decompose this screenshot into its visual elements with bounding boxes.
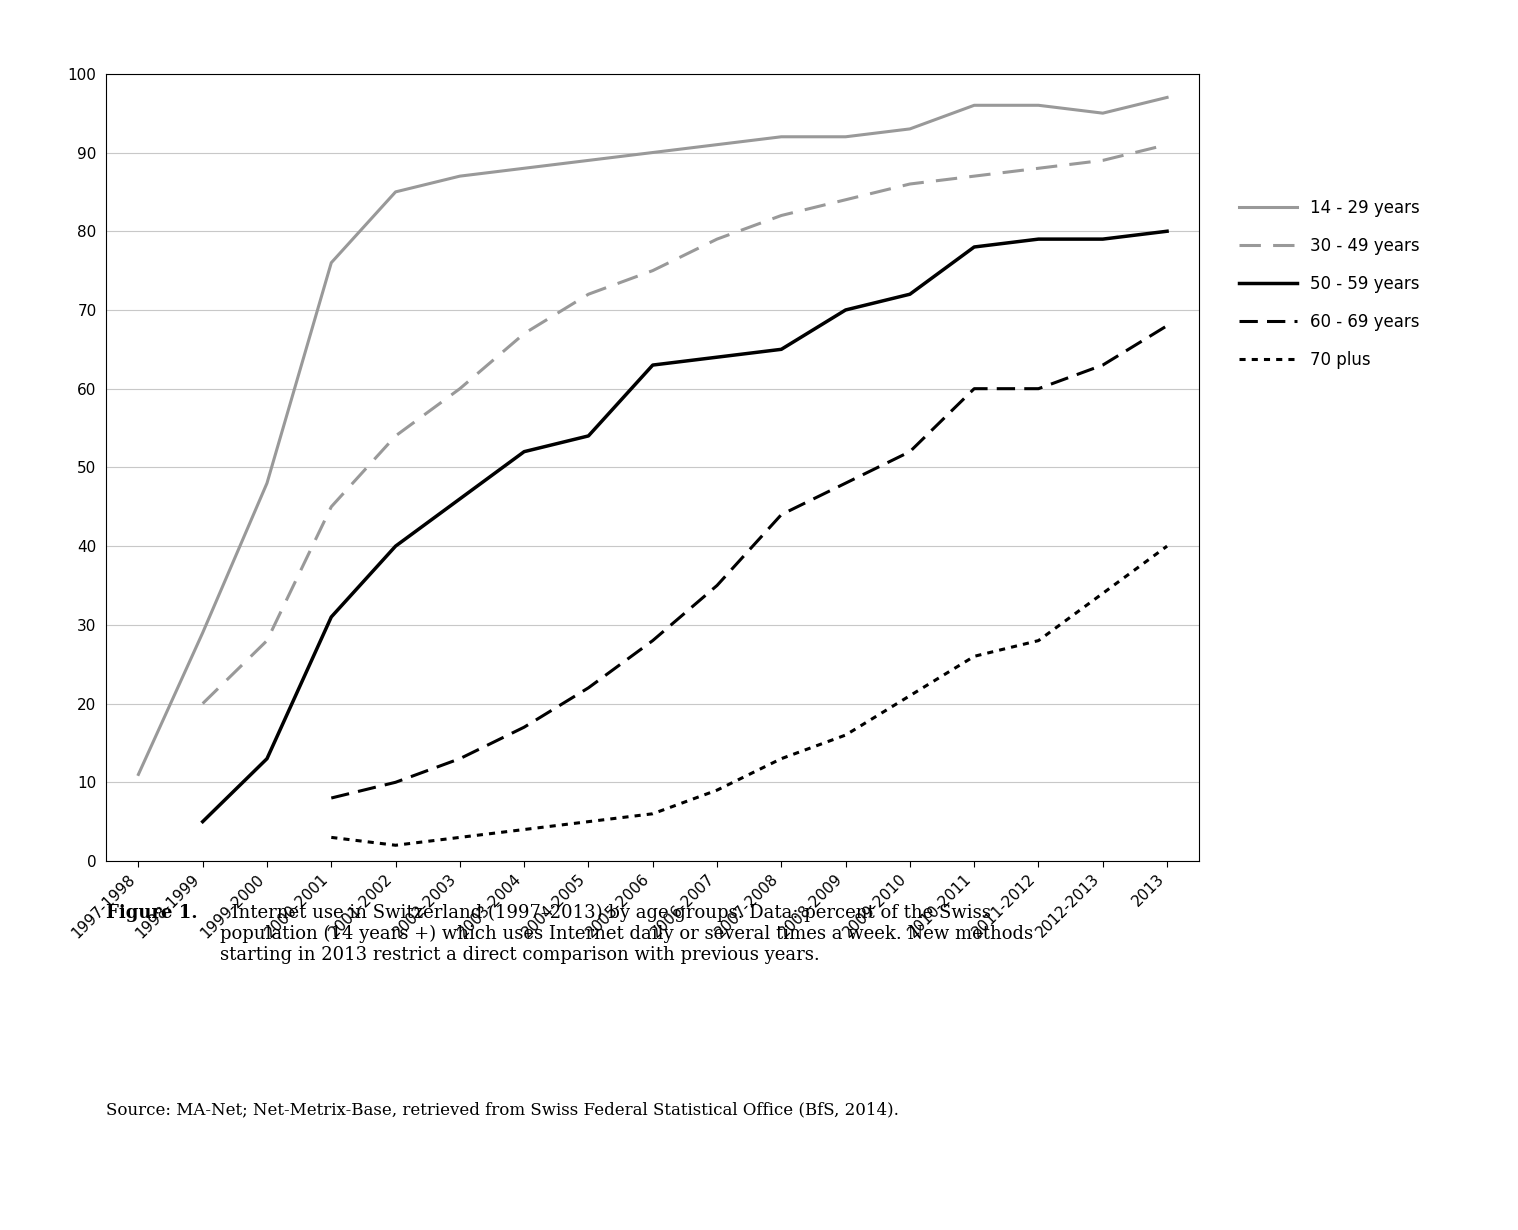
Text: Source: MA-Net; Net-Metrix-Base, retrieved from Swiss Federal Statistical Office: Source: MA-Net; Net-Metrix-Base, retriev… [106, 1101, 899, 1118]
Text: Internet use in Switzerland (1997–2013) by age groups. Data: percent of the Swis: Internet use in Switzerland (1997–2013) … [220, 904, 1034, 964]
Text: Figure 1.: Figure 1. [106, 904, 197, 922]
Legend: 14 - 29 years, 30 - 49 years, 50 - 59 years, 60 - 69 years, 70 plus: 14 - 29 years, 30 - 49 years, 50 - 59 ye… [1233, 192, 1427, 375]
